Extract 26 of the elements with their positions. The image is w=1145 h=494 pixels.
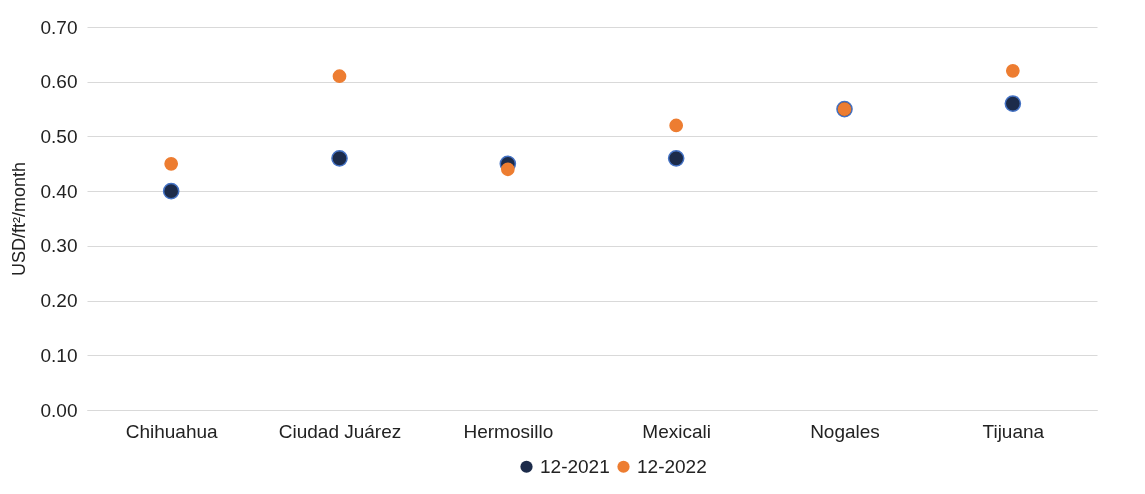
y-axis-title: USD/ft²/month <box>8 161 29 277</box>
y-tick-label: 0.70 <box>40 16 78 38</box>
point <box>1005 63 1020 78</box>
legend-label: 12-2021 <box>540 455 610 477</box>
y-tick-label: 0.10 <box>40 344 78 366</box>
y-tick-label: 0.60 <box>40 71 78 93</box>
y-tick-label: 0.30 <box>40 235 78 257</box>
x-tick-label: Mexicali <box>642 420 711 442</box>
y-tick-label: 0.50 <box>40 125 78 147</box>
x-tick-label: Tijuana <box>982 420 1045 442</box>
x-tick-label: Chihuahua <box>125 420 219 442</box>
point <box>332 69 347 84</box>
point <box>669 118 684 133</box>
x-tick-label: Nogales <box>810 420 880 442</box>
legend-label: 12-2022 <box>637 455 707 477</box>
point <box>1004 95 1022 112</box>
y-tick-label: 0.40 <box>40 180 78 202</box>
point <box>164 156 179 171</box>
x-tick-label: Hermosillo <box>463 420 554 442</box>
y-tick-label: 0.20 <box>40 290 78 312</box>
y-tick-label: 0.00 <box>40 399 78 421</box>
point <box>162 182 180 200</box>
point <box>500 162 515 177</box>
point <box>667 150 685 167</box>
x-tick-label: Ciudad Juárez <box>278 420 402 442</box>
point <box>331 150 348 167</box>
